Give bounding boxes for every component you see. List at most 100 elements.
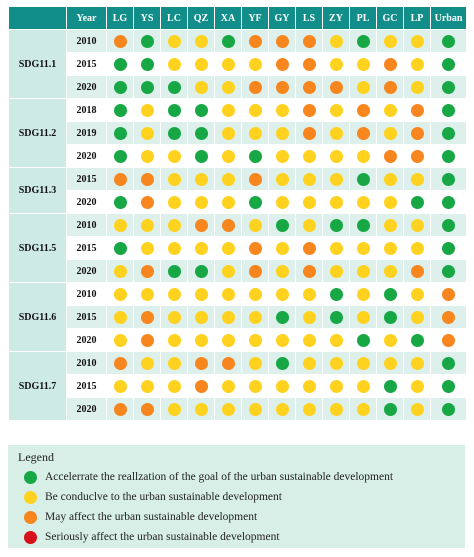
status-dot xyxy=(140,333,154,347)
status-cell xyxy=(214,29,242,53)
status-dot xyxy=(302,402,316,416)
legend-label: May affect the urban sustainable develop… xyxy=(45,511,258,523)
status-cell xyxy=(430,98,467,122)
status-dot xyxy=(410,310,424,324)
status-dot xyxy=(329,172,343,186)
table-row: SDG11.6 2010 xyxy=(8,282,467,352)
year-cell: 2015 xyxy=(66,236,107,260)
status-dot xyxy=(221,34,235,48)
status-cell xyxy=(241,259,269,283)
status-dot xyxy=(442,356,455,370)
status-dot xyxy=(221,310,235,324)
status-cell xyxy=(349,259,377,283)
status-cell xyxy=(349,374,377,398)
year-cell: 2020 xyxy=(66,190,107,214)
status-dot xyxy=(221,402,235,416)
orange-dot-icon xyxy=(24,510,37,524)
status-cell xyxy=(241,282,269,306)
status-dot xyxy=(113,80,127,94)
status-dot xyxy=(302,241,316,255)
status-dot xyxy=(410,103,424,117)
status-cell xyxy=(133,259,161,283)
status-dot xyxy=(356,80,370,94)
status-dot xyxy=(383,149,397,163)
status-cell xyxy=(106,397,134,421)
status-cell xyxy=(268,282,296,306)
status-cell xyxy=(160,75,188,99)
status-dot xyxy=(221,103,235,117)
status-cell xyxy=(106,144,134,168)
status-dot xyxy=(410,57,424,71)
status-cell xyxy=(106,213,134,237)
status-cell xyxy=(268,121,296,145)
status-dot xyxy=(442,126,455,140)
status-dot xyxy=(113,356,127,370)
status-dot xyxy=(113,218,127,232)
status-dot xyxy=(221,379,235,393)
status-dot xyxy=(194,80,208,94)
header-row: Year LG YS LC QZ XA YF GY LS ZY PL GC LP Urban xyxy=(8,6,467,30)
status-dot xyxy=(140,310,154,324)
status-cell xyxy=(349,305,377,329)
status-dot xyxy=(302,57,316,71)
status-dot xyxy=(275,333,289,347)
status-dot xyxy=(329,379,343,393)
status-cell xyxy=(403,282,431,306)
status-dot xyxy=(275,379,289,393)
status-cell xyxy=(403,29,431,53)
status-dot xyxy=(221,287,235,301)
status-cell xyxy=(160,328,188,352)
status-cell xyxy=(295,374,323,398)
status-cell xyxy=(430,75,467,99)
status-cell xyxy=(403,236,431,260)
status-cell xyxy=(106,282,134,306)
status-cell xyxy=(214,144,242,168)
status-dot xyxy=(329,402,343,416)
status-dot xyxy=(113,34,127,48)
status-dot xyxy=(442,241,455,255)
status-cell xyxy=(295,351,323,375)
status-cell xyxy=(322,52,350,76)
status-dot xyxy=(356,218,370,232)
column-header-gy: GY xyxy=(268,6,296,30)
status-dot xyxy=(383,57,397,71)
status-dot xyxy=(167,333,181,347)
header-corner xyxy=(8,6,67,30)
status-cell xyxy=(133,328,161,352)
status-cell xyxy=(322,29,350,53)
status-cell xyxy=(214,213,242,237)
status-cell xyxy=(403,259,431,283)
year-cell: 2010 xyxy=(66,351,107,375)
status-dot xyxy=(248,310,262,324)
status-cell xyxy=(160,52,188,76)
status-cell xyxy=(376,98,404,122)
status-cell xyxy=(349,213,377,237)
status-cell xyxy=(241,29,269,53)
status-cell xyxy=(376,29,404,53)
status-dot xyxy=(410,218,424,232)
table-row: SDG11.1 2010 xyxy=(8,29,467,99)
red-dot-icon xyxy=(24,530,37,544)
status-dot xyxy=(383,218,397,232)
status-cell xyxy=(241,213,269,237)
status-dot xyxy=(221,241,235,255)
status-cell xyxy=(268,259,296,283)
status-cell xyxy=(214,259,242,283)
status-cell xyxy=(106,52,134,76)
status-cell xyxy=(187,75,215,99)
status-cell xyxy=(133,397,161,421)
status-cell xyxy=(241,305,269,329)
status-cell xyxy=(295,75,323,99)
status-dot xyxy=(113,172,127,186)
status-dot xyxy=(356,287,370,301)
status-cell xyxy=(268,305,296,329)
status-dot xyxy=(442,103,455,117)
status-dot xyxy=(442,402,455,416)
column-header-lg: LG xyxy=(106,6,134,30)
status-dot xyxy=(194,241,208,255)
status-cell xyxy=(241,52,269,76)
status-dot xyxy=(194,218,208,232)
status-dot xyxy=(140,126,154,140)
status-dot xyxy=(275,402,289,416)
status-dot xyxy=(167,356,181,370)
